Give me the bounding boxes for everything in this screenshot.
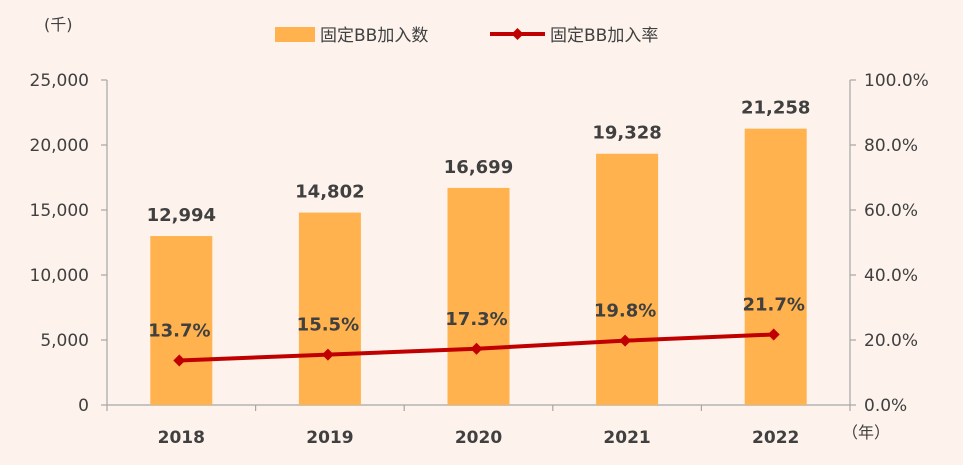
x-axis-unit: （年） xyxy=(842,423,890,442)
y-right-tick-label: 80.0% xyxy=(864,136,918,156)
y-left-tick-label: 25,000 xyxy=(30,71,89,91)
bar-value-label: 12,994 xyxy=(147,205,216,226)
y-left-tick-label: 10,000 xyxy=(30,266,89,286)
y-right-tick-label: 20.0% xyxy=(864,331,918,351)
rate-value-label: 13.7% xyxy=(148,320,210,341)
bar-value-label: 21,258 xyxy=(741,98,810,119)
bar-value-label: 16,699 xyxy=(444,157,513,178)
rate-value-label: 21.7% xyxy=(742,294,804,315)
bar-value-label: 14,802 xyxy=(295,182,364,203)
y-left-tick-label: 15,000 xyxy=(30,201,89,221)
bar xyxy=(447,187,510,405)
x-tick-label: 2021 xyxy=(603,428,650,448)
bar xyxy=(744,128,807,405)
legend: 固定BB加入数 固定BB加入率 xyxy=(275,26,658,46)
x-tick-label: 2022 xyxy=(752,428,799,448)
y-right-tick-label: 100.0% xyxy=(864,71,929,91)
bar xyxy=(298,212,361,405)
x-tick-label: 2019 xyxy=(306,428,353,448)
rate-value-label: 17.3% xyxy=(445,309,507,330)
y-left-tick-label: 0 xyxy=(78,396,89,416)
x-tick-label: 2018 xyxy=(158,428,205,448)
rate-marker xyxy=(321,348,334,361)
rate-marker xyxy=(470,342,483,355)
legend-swatch-bar xyxy=(275,27,315,42)
y-left-unit: (千) xyxy=(44,15,73,34)
legend-label-bar: 固定BB加入数 xyxy=(320,26,428,46)
rate-value-label: 19.8% xyxy=(594,301,656,322)
rate-marker xyxy=(619,334,632,347)
legend-swatch-marker xyxy=(511,28,524,40)
x-tick-label: 2020 xyxy=(455,428,502,448)
rate-marker xyxy=(173,354,186,367)
bar xyxy=(150,236,213,405)
legend-label-line: 固定BB加入率 xyxy=(550,26,658,46)
bar-value-label: 19,328 xyxy=(592,123,661,144)
y-left-tick-label: 5,000 xyxy=(40,331,89,351)
y-right-tick-label: 0.0% xyxy=(864,396,907,416)
y-left-tick-label: 20,000 xyxy=(30,136,89,156)
y-right-tick-label: 60.0% xyxy=(864,201,918,221)
y-right-tick-label: 40.0% xyxy=(864,266,918,286)
rate-marker xyxy=(767,328,780,341)
bar xyxy=(596,153,659,405)
rate-value-label: 15.5% xyxy=(297,315,359,336)
